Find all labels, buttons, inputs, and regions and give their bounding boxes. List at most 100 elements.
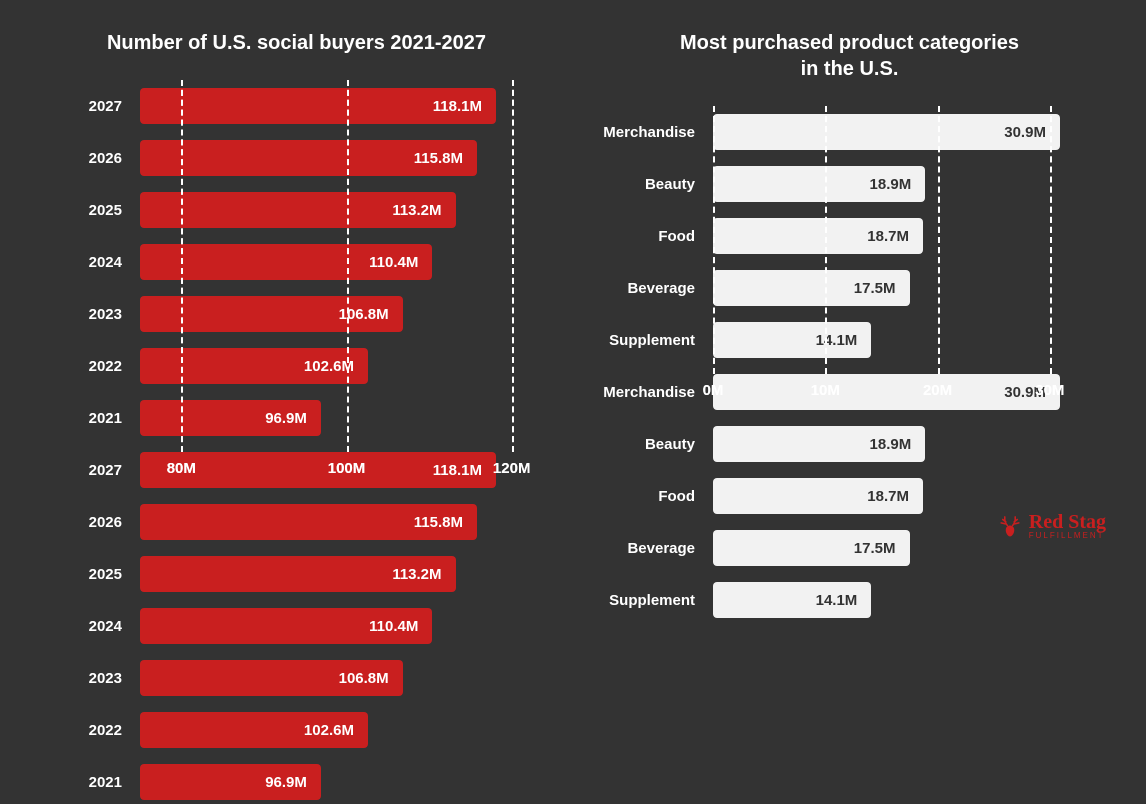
brand-logo: Red Stag FULFILLMENT xyxy=(997,512,1106,540)
left-row-label: 2022 xyxy=(40,722,140,739)
left-row-label: 2027 xyxy=(40,98,140,115)
left-bar-fill: 113.2M xyxy=(140,192,456,228)
right-plot: Merchandise 30.9M Beauty 18.9M Food18.7M Beve… xyxy=(593,110,1106,406)
right-bar-value: 18.7M xyxy=(867,228,909,245)
left-row-label: 2023 xyxy=(40,306,140,323)
left-bar-value: 96.9M xyxy=(265,410,307,427)
logo-main-text: Red Stag xyxy=(1029,512,1106,532)
left-bar-track: 96.9M xyxy=(140,764,553,800)
left-x-tick-label: 100M xyxy=(328,460,366,477)
right-bar-fill: 18.7M xyxy=(713,478,923,514)
right-bar-row: Beverage17.5M xyxy=(593,266,1106,310)
right-bar-fill: 14.1M xyxy=(713,322,871,358)
right-row-label: Beverage xyxy=(593,280,713,297)
right-row-label: Beauty xyxy=(593,176,713,193)
left-bar-fill: 113.2M xyxy=(140,556,456,592)
right-x-tick-label: 20M xyxy=(923,382,952,399)
right-row-label: Merchandise xyxy=(593,124,713,141)
left-bar-fill: 106.8M xyxy=(140,660,403,696)
right-bar-value: 18.9M xyxy=(870,436,912,453)
left-row-label: 2024 xyxy=(40,618,140,635)
left-bar-row: 202196.9M xyxy=(40,760,553,804)
right-bar-fill: 18.9M xyxy=(713,166,925,202)
right-chart-title: Most purchased product categories in the… xyxy=(593,30,1106,82)
right-bar-track: 18.7M xyxy=(713,478,1106,514)
right-bar-fill: 18.9M xyxy=(713,426,925,462)
right-bar-value: 14.1M xyxy=(816,332,858,349)
left-chart-title: Number of U.S. social buyers 2021-2027 xyxy=(40,30,553,56)
right-bar-fill: 14.1M xyxy=(713,582,871,618)
left-bar-row: 2022102.6M xyxy=(40,708,553,752)
right-bar-row: Supplement 14.1M xyxy=(593,578,1106,622)
left-x-tick-label: 80M xyxy=(167,460,196,477)
left-bar-track: 102.6M xyxy=(140,348,553,384)
right-bar-row: Supplement 14.1M xyxy=(593,318,1106,362)
left-row-label: 2026 xyxy=(40,514,140,531)
left-bar-fill: 96.9M xyxy=(140,400,321,436)
left-bar-fill: 115.8M xyxy=(140,140,477,176)
right-row-label: Food xyxy=(593,488,713,505)
left-bar-row: 2023106.8M xyxy=(40,292,553,336)
left-bar-value: 115.8M xyxy=(414,514,463,531)
left-x-tick-label: 120M xyxy=(493,460,531,477)
right-bar-track: 17.5M xyxy=(713,270,1106,306)
right-bar-row: Beauty 18.9M xyxy=(593,162,1106,206)
right-bar-track: 18.9M xyxy=(713,166,1106,202)
right-bar-fill: 17.5M xyxy=(713,270,910,306)
right-row-label: Supplement xyxy=(593,592,713,609)
left-bar-row: 2023106.8M xyxy=(40,656,553,700)
left-bar-fill: 110.4M xyxy=(140,608,432,644)
left-bar-fill: 106.8M xyxy=(140,296,403,332)
left-bar-row: 2026 115.8M xyxy=(40,500,553,544)
stag-icon xyxy=(997,513,1023,539)
right-bar-row: Merchandise 30.9M xyxy=(593,110,1106,154)
right-bar-value: 14.1M xyxy=(816,592,858,609)
left-bar-fill: 110.4M xyxy=(140,244,432,280)
left-bar-track: 96.9M xyxy=(140,400,553,436)
right-bar-track: 30.9M xyxy=(713,114,1106,150)
left-bar-track: 113.2M xyxy=(140,556,553,592)
right-bar-row: Food18.7M xyxy=(593,214,1106,258)
right-bar-track: 18.7M xyxy=(713,218,1106,254)
left-bar-fill: 118.1M xyxy=(140,88,496,124)
left-bar-value: 113.2M xyxy=(392,566,441,583)
right-bar-value: 17.5M xyxy=(854,540,896,557)
left-bar-fill: 115.8M xyxy=(140,504,477,540)
right-bar-track: 14.1M xyxy=(713,322,1106,358)
right-x-tick-label: 0M xyxy=(703,382,724,399)
left-chart: Number of U.S. social buyers 2021-2027 2… xyxy=(40,30,553,484)
left-plot: 2027118.1M2026115.8M2025113.2M2024110.4M… xyxy=(40,84,553,484)
right-bar-value: 18.9M xyxy=(870,176,912,193)
left-bar-value: 115.8M xyxy=(414,150,463,167)
right-row-label: Supplement xyxy=(593,332,713,349)
left-row-label: 2023 xyxy=(40,670,140,687)
left-bar-track: 106.8M xyxy=(140,296,553,332)
left-bar-track: 113.2M xyxy=(140,192,553,228)
left-bar-track: 115.8M xyxy=(140,504,553,540)
right-bar-row: Beauty18.9M xyxy=(593,422,1106,466)
left-bar-value: 102.6M xyxy=(304,358,354,375)
right-x-tick-label: 10M xyxy=(811,382,840,399)
left-row-label: 2025 xyxy=(40,202,140,219)
left-bar-value: 110.4M xyxy=(369,254,418,271)
left-bar-track: 102.6M xyxy=(140,712,553,748)
left-bar-track: 110.4M xyxy=(140,244,553,280)
left-bar-fill: 102.6M xyxy=(140,712,368,748)
left-bar-row: 2025113.2M xyxy=(40,188,553,232)
right-row-label: Beverage xyxy=(593,540,713,557)
left-bar-track: 115.8M xyxy=(140,140,553,176)
right-bar-fill: 30.9M xyxy=(713,114,1060,150)
left-bar-row: 2024110.4M xyxy=(40,604,553,648)
left-bar-fill: 102.6M xyxy=(140,348,368,384)
right-bar-value: 30.9M xyxy=(1004,124,1046,141)
left-row-label: 2025 xyxy=(40,566,140,583)
left-row-label: 2021 xyxy=(40,410,140,427)
right-bar-track: 14.1M xyxy=(713,582,1106,618)
left-row-label: 2021 xyxy=(40,774,140,791)
right-chart: Most purchased product categories in the… xyxy=(593,30,1106,484)
left-bar-row: 2021 96.9M xyxy=(40,396,553,440)
left-bar-row: 2027118.1M xyxy=(40,84,553,128)
left-bar-row: 2025 113.2M xyxy=(40,552,553,596)
left-bar-track: 106.8M xyxy=(140,660,553,696)
left-bar-row: 2026115.8M xyxy=(40,136,553,180)
